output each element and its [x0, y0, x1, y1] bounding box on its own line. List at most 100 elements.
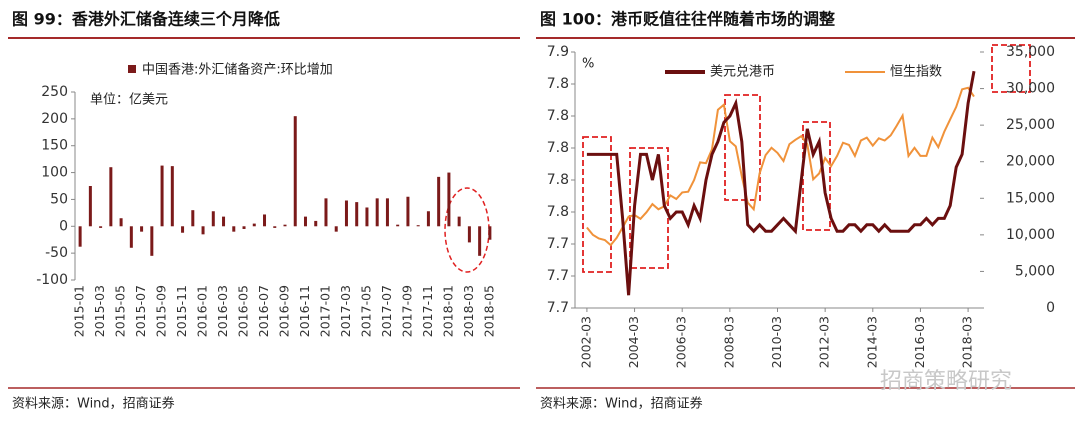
y-tick-label: 7.8 — [547, 76, 569, 92]
bar — [314, 220, 318, 227]
x-tick-label: 2016-09 — [277, 285, 292, 337]
bar — [150, 226, 154, 256]
bar — [396, 224, 400, 227]
x-tick-label: 2015-07 — [133, 285, 148, 337]
y-tick-label: 200 — [41, 111, 68, 127]
watermark: 招商策略研究 — [880, 369, 1012, 394]
x-tick-label: 2015-01 — [72, 285, 87, 337]
x-tick-label: 2017-03 — [338, 285, 353, 337]
x-tick-label: 2014-03 — [864, 316, 879, 368]
bar — [406, 196, 410, 227]
bar — [467, 226, 471, 243]
x-tick-label: 2015-03 — [92, 285, 107, 337]
bar — [211, 211, 215, 227]
x-tick-label: 2012-03 — [817, 316, 832, 368]
legend-label: 美元兑港币 — [710, 65, 775, 80]
x-tick-label: 2017-11 — [420, 285, 435, 337]
bar — [109, 167, 113, 227]
bar — [478, 226, 482, 256]
bar — [78, 226, 82, 247]
y-tick-label: 7.9 — [547, 44, 569, 60]
highlight — [724, 94, 761, 201]
y2-tick-label: 25,000 — [1006, 117, 1055, 133]
bar — [160, 165, 164, 227]
x-tick-label: 2018-03 — [461, 285, 476, 337]
bar — [437, 176, 441, 227]
bar — [334, 226, 338, 232]
x-tick-label: 2010-03 — [769, 316, 784, 368]
y2-tick-label: 5,000 — [1015, 263, 1055, 279]
bar — [140, 226, 144, 232]
bar — [99, 226, 103, 228]
bar — [416, 225, 420, 227]
y-tick-label: 7.8 — [547, 140, 569, 156]
bar — [222, 216, 226, 227]
bar — [365, 207, 369, 227]
bar — [488, 226, 492, 240]
highlights — [582, 44, 1031, 273]
x-tick-label: 2016-03 — [912, 316, 927, 368]
highlight — [629, 147, 669, 269]
bar — [201, 226, 205, 235]
x-tick-label: 2015-11 — [174, 285, 189, 337]
source: 资料来源：Wind，招商证券 — [540, 396, 703, 412]
y-tick-label: 7.8 — [547, 204, 569, 220]
bar — [344, 200, 348, 227]
bar — [385, 198, 389, 227]
chart-title: 图 99：香港外汇储备连续三个月降低 — [12, 10, 280, 29]
x-tick-label: 2016-01 — [195, 285, 210, 337]
highlight — [991, 44, 1031, 93]
bar — [457, 216, 461, 227]
bar — [181, 226, 185, 233]
source: 资料来源：Wind，招商证券 — [12, 396, 175, 412]
legend-swatch — [128, 65, 136, 73]
y2-tick-label: 35,000 — [1006, 44, 1055, 60]
bar — [119, 218, 123, 227]
bar — [191, 210, 195, 227]
chart-title: 图 100：港币贬值往往伴随着市场的调整 — [540, 10, 835, 29]
series-line — [586, 86, 975, 247]
x-tick-label: 2018-01 — [440, 285, 455, 337]
unit-note: 单位：亿美元 — [90, 93, 168, 108]
x-tick-label: 2016-03 — [215, 285, 230, 337]
x-tick-label: 2015-09 — [154, 285, 169, 337]
bar — [293, 116, 297, 227]
highlight — [444, 187, 490, 273]
y-tick-label: 7.7 — [547, 236, 569, 252]
bar — [263, 214, 267, 227]
bar — [447, 172, 451, 227]
bar — [242, 226, 246, 229]
x-tick-label: 2017-05 — [358, 285, 373, 337]
x-tick-label: 2004-03 — [626, 316, 641, 368]
x-tick-label: 2017-09 — [399, 285, 414, 337]
bar — [355, 202, 359, 227]
bar — [232, 226, 236, 232]
y2-tick-label: 10,000 — [1006, 227, 1055, 243]
bar — [283, 224, 287, 227]
y2-tick-label: 15,000 — [1006, 190, 1055, 206]
bar — [252, 223, 256, 227]
y-tick-label: 7.7 — [547, 268, 569, 284]
x-tick-label: 2016-05 — [236, 285, 251, 337]
bar — [129, 226, 133, 248]
y-tick-label: 100 — [41, 165, 68, 181]
x-tick-label: 2015-05 — [113, 285, 128, 337]
bar — [426, 211, 430, 227]
x-tick-label: 2002-03 — [578, 316, 593, 368]
y-tick-label: -100 — [36, 272, 68, 288]
bar — [88, 186, 92, 227]
y2-tick-label: 30,000 — [1006, 81, 1055, 97]
y-tick-label: 150 — [41, 138, 68, 154]
y2-tick-label: 20,000 — [1006, 154, 1055, 170]
x-tick-label: 2017-01 — [317, 285, 332, 337]
y-axis-label: % — [582, 57, 594, 72]
bar — [375, 198, 379, 227]
x-tick-label: 2016-07 — [256, 285, 271, 337]
y-tick-label: -50 — [45, 245, 68, 261]
legend-label: 恒生指数 — [890, 65, 942, 80]
y-tick-label: 50 — [50, 191, 68, 207]
x-tick-label: 2018-03 — [960, 316, 975, 368]
series-line — [586, 70, 976, 296]
bar — [170, 166, 174, 227]
x-tick-label: 2008-03 — [721, 316, 736, 368]
